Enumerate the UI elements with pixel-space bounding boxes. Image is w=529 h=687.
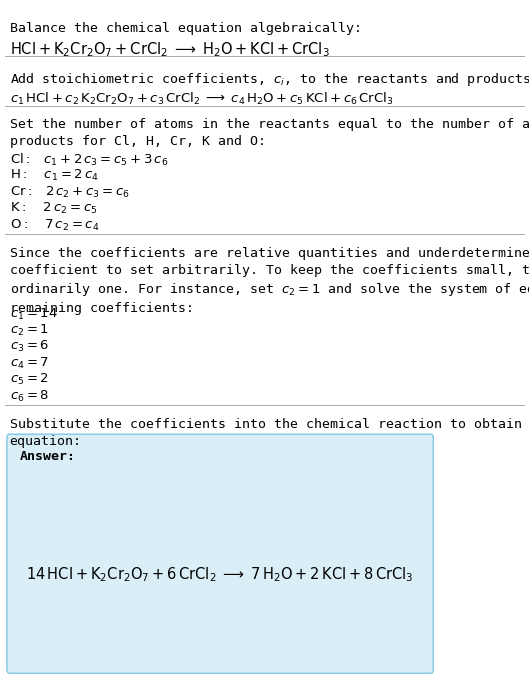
Text: $\mathrm{Cl:}\;\;\; c_1 + 2\,c_3 = c_5 + 3\,c_6$: $\mathrm{Cl:}\;\;\; c_1 + 2\,c_3 = c_5 +… — [10, 152, 168, 168]
Text: $14\,\mathrm{HCl} + \mathrm{K_2Cr_2O_7} + 6\,\mathrm{CrCl_2} \;\longrightarrow\;: $14\,\mathrm{HCl} + \mathrm{K_2Cr_2O_7} … — [26, 565, 414, 584]
Text: $c_1 = 14$: $c_1 = 14$ — [10, 306, 57, 322]
Text: $c_6 = 8$: $c_6 = 8$ — [10, 389, 49, 404]
Text: $\mathrm{O:}\;\;\;\; 7\,c_2 = c_4$: $\mathrm{O:}\;\;\;\; 7\,c_2 = c_4$ — [10, 218, 99, 233]
Text: $\mathrm{K:}\;\;\;\; 2\,c_2 = c_5$: $\mathrm{K:}\;\;\;\; 2\,c_2 = c_5$ — [10, 201, 97, 216]
Text: $c_1\,\mathrm{HCl} + c_2\,\mathrm{K_2Cr_2O_7} + c_3\,\mathrm{CrCl_2} \;\longrigh: $c_1\,\mathrm{HCl} + c_2\,\mathrm{K_2Cr_… — [10, 91, 393, 106]
Text: Add stoichiometric coefficients, $c_i$, to the reactants and products:: Add stoichiometric coefficients, $c_i$, … — [10, 71, 529, 89]
Text: Substitute the coefficients into the chemical reaction to obtain the balanced
eq: Substitute the coefficients into the che… — [10, 418, 529, 448]
Text: $\mathrm{HCl} + \mathrm{K_2Cr_2O_7} + \mathrm{CrCl_2} \;\longrightarrow\; \mathr: $\mathrm{HCl} + \mathrm{K_2Cr_2O_7} + \m… — [10, 40, 329, 59]
Text: $c_4 = 7$: $c_4 = 7$ — [10, 356, 49, 371]
Text: $c_3 = 6$: $c_3 = 6$ — [10, 339, 49, 354]
Text: $c_2 = 1$: $c_2 = 1$ — [10, 323, 49, 338]
FancyBboxPatch shape — [7, 434, 433, 673]
Text: Since the coefficients are relative quantities and underdetermined, choose a
coe: Since the coefficients are relative quan… — [10, 247, 529, 315]
Text: $\mathrm{Cr:}\;\;\; 2\,c_2 + c_3 = c_6$: $\mathrm{Cr:}\;\;\; 2\,c_2 + c_3 = c_6$ — [10, 185, 129, 200]
Text: Set the number of atoms in the reactants equal to the number of atoms in the
pro: Set the number of atoms in the reactants… — [10, 118, 529, 148]
Text: Answer:: Answer: — [20, 450, 76, 463]
Text: Balance the chemical equation algebraically:: Balance the chemical equation algebraica… — [10, 21, 361, 34]
Text: $c_5 = 2$: $c_5 = 2$ — [10, 372, 49, 387]
Text: $\mathrm{H:}\;\;\;\; c_1 = 2\,c_4$: $\mathrm{H:}\;\;\;\; c_1 = 2\,c_4$ — [10, 168, 98, 183]
